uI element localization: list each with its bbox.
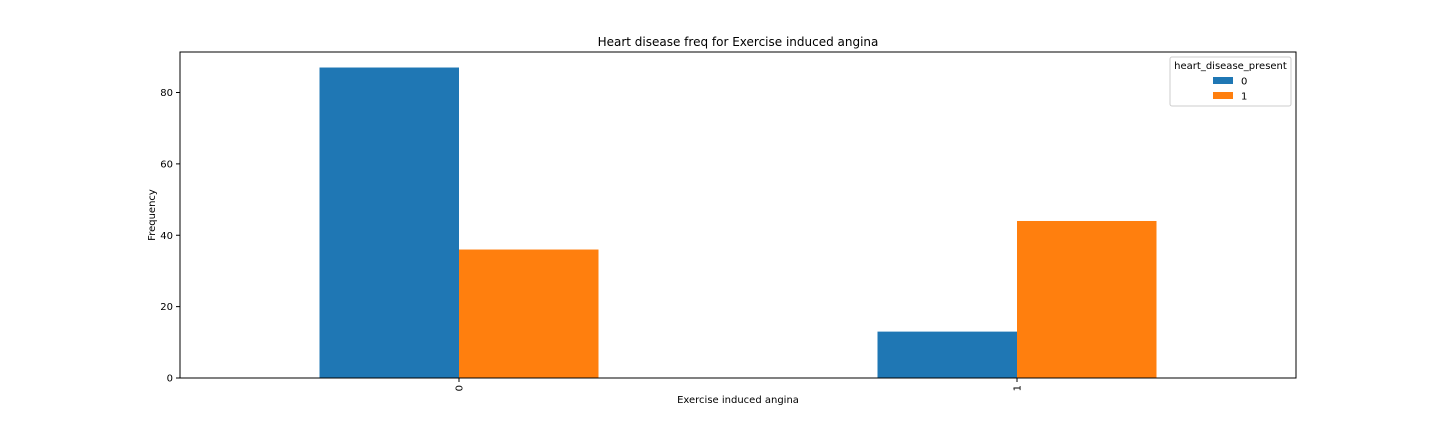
legend-label-0: 0 (1241, 77, 1247, 88)
y-axis-title: Frequency (147, 189, 158, 241)
y-tick-label: 0 (167, 374, 173, 385)
chart-title: Heart disease freq for Exercise induced … (598, 35, 879, 49)
legend: heart_disease_present 01 (1169, 56, 1292, 107)
legend-title: heart_disease_present (1174, 61, 1287, 72)
y-tick-label: 20 (160, 302, 173, 313)
y-tick-label: 80 (160, 88, 173, 99)
legend-entries: 01 (1213, 77, 1247, 103)
x-tick-label: 0 (455, 385, 466, 391)
y-tick-label: 60 (160, 159, 173, 170)
x-tick-label: 1 (1013, 385, 1024, 391)
legend-label-1: 1 (1241, 92, 1247, 103)
plot-frame (179, 51, 1297, 379)
legend-swatch-0 (1213, 77, 1233, 84)
x-axis-title: Exercise induced angina (677, 395, 799, 406)
legend-swatch-1 (1213, 92, 1233, 99)
y-tick-label: 40 (160, 231, 173, 242)
bar-series-0-cat-1 (877, 331, 1017, 378)
bar-series-1-cat-1 (1017, 220, 1157, 378)
bar-series-0-cat-0 (319, 67, 459, 379)
bar-series-1-cat-0 (459, 249, 599, 378)
